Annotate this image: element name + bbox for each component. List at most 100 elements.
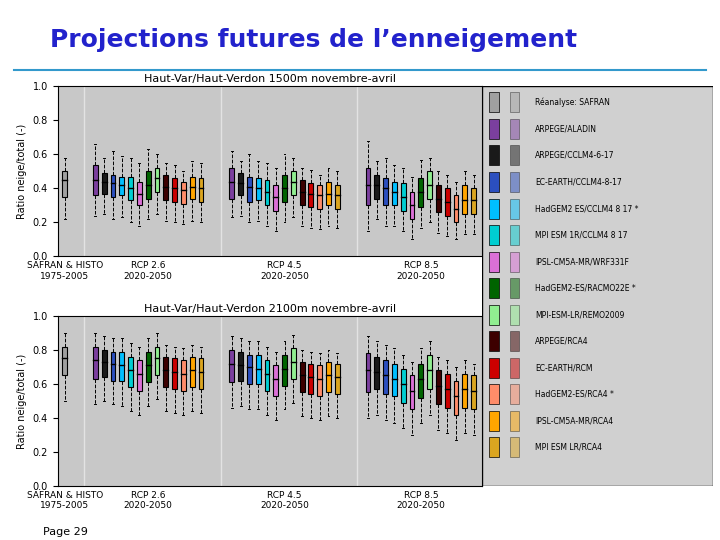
Bar xyxy=(510,172,519,192)
Bar xyxy=(163,357,168,387)
Text: Projections futures de l’enneigement: Projections futures de l’enneigement xyxy=(50,28,577,52)
Bar xyxy=(454,381,459,415)
Bar xyxy=(510,384,519,404)
Text: EC-EARTH/RCM: EC-EARTH/RCM xyxy=(536,363,593,373)
Bar xyxy=(190,357,194,387)
Text: HadGEM2-ES/RCA4 *: HadGEM2-ES/RCA4 * xyxy=(536,390,614,399)
Text: ARPEGE/RCA4: ARPEGE/RCA4 xyxy=(536,337,589,346)
Bar xyxy=(326,362,331,393)
Bar xyxy=(181,360,186,391)
Bar xyxy=(93,347,98,379)
Bar xyxy=(490,384,498,404)
Bar xyxy=(128,177,133,200)
Bar xyxy=(383,178,388,205)
Bar xyxy=(230,168,234,199)
Text: Réanalyse: SAFRAN: Réanalyse: SAFRAN xyxy=(536,98,611,107)
Text: ARPEGE/ALADIN: ARPEGE/ALADIN xyxy=(536,124,598,133)
Text: MPI ESM LR/RCA4: MPI ESM LR/RCA4 xyxy=(536,443,603,452)
Bar xyxy=(510,119,519,139)
Bar xyxy=(190,177,194,199)
Title: Haut-Var/Haut-Verdon 2100m novembre-avril: Haut-Var/Haut-Verdon 2100m novembre-avri… xyxy=(144,304,396,314)
Text: IPSL-CM5A-MR/RCA4: IPSL-CM5A-MR/RCA4 xyxy=(536,416,613,426)
Bar xyxy=(510,92,519,112)
Text: HadGEM2-ES/RACMO22E *: HadGEM2-ES/RACMO22E * xyxy=(536,284,636,293)
Bar xyxy=(238,173,243,195)
Bar xyxy=(172,178,177,202)
Y-axis label: Ratio neige/total (-): Ratio neige/total (-) xyxy=(17,353,27,449)
Bar xyxy=(418,363,423,397)
Bar xyxy=(401,183,405,211)
Bar xyxy=(490,411,498,431)
Bar xyxy=(62,347,67,375)
Bar xyxy=(471,188,476,214)
Text: IPSL-CM5A-MR/WRF331F: IPSL-CM5A-MR/WRF331F xyxy=(536,257,629,266)
Title: Haut-Var/Haut-Verdon 1500m novembre-avril: Haut-Var/Haut-Verdon 1500m novembre-avri… xyxy=(144,74,396,84)
Bar xyxy=(120,177,125,195)
Bar xyxy=(510,305,519,325)
Bar xyxy=(282,175,287,202)
Text: Page 29: Page 29 xyxy=(43,526,88,537)
Bar xyxy=(490,332,498,352)
Bar xyxy=(230,350,234,382)
Bar xyxy=(256,355,261,384)
Bar xyxy=(256,178,261,200)
Bar xyxy=(199,178,203,202)
Bar xyxy=(383,360,388,394)
Bar xyxy=(490,278,498,298)
Bar xyxy=(510,332,519,352)
Bar xyxy=(181,181,186,204)
Bar xyxy=(247,355,252,384)
Bar xyxy=(335,363,340,394)
Bar xyxy=(410,375,415,409)
Bar xyxy=(145,352,150,382)
Bar xyxy=(462,374,467,408)
Bar xyxy=(300,180,305,205)
Bar xyxy=(427,355,432,389)
Text: MPI ESM 1R/CCLM4 8 17: MPI ESM 1R/CCLM4 8 17 xyxy=(536,231,628,240)
Bar xyxy=(490,92,498,112)
Bar xyxy=(374,175,379,199)
Bar xyxy=(490,305,498,325)
Bar xyxy=(102,173,107,193)
Bar xyxy=(172,359,177,389)
Bar xyxy=(291,348,296,379)
Bar xyxy=(335,185,340,209)
Bar xyxy=(510,145,519,165)
Bar xyxy=(264,360,269,391)
Bar xyxy=(300,362,305,393)
Bar xyxy=(490,172,498,192)
Bar xyxy=(111,352,115,381)
Bar xyxy=(282,355,287,386)
Bar xyxy=(427,171,432,199)
Bar xyxy=(510,252,519,272)
Bar xyxy=(274,365,278,396)
Text: EC-EARTH/CCLM4-8-17: EC-EARTH/CCLM4-8-17 xyxy=(536,178,622,186)
Bar xyxy=(247,177,252,202)
Text: METEO: METEO xyxy=(512,505,539,512)
Bar xyxy=(366,168,371,205)
Text: ARPEGE/CCLM4-6-17: ARPEGE/CCLM4-6-17 xyxy=(536,151,615,160)
Bar xyxy=(490,119,498,139)
Bar xyxy=(163,175,168,200)
Bar xyxy=(510,225,519,245)
Bar xyxy=(510,437,519,457)
Bar xyxy=(374,357,379,389)
Bar xyxy=(490,437,498,457)
Bar xyxy=(490,199,498,219)
Bar xyxy=(445,374,449,408)
Bar xyxy=(318,185,322,209)
Y-axis label: Ratio neige/total (-): Ratio neige/total (-) xyxy=(17,124,27,219)
Bar xyxy=(510,278,519,298)
Text: FRANCE: FRANCE xyxy=(510,521,541,527)
Bar xyxy=(111,175,115,197)
Bar xyxy=(401,369,405,403)
Bar xyxy=(471,375,476,409)
Bar xyxy=(120,352,125,381)
Bar xyxy=(436,370,441,404)
Bar xyxy=(238,352,243,381)
Bar xyxy=(392,363,397,396)
Bar xyxy=(410,192,415,219)
Bar xyxy=(490,252,498,272)
Bar xyxy=(366,353,371,393)
Bar xyxy=(510,358,519,378)
